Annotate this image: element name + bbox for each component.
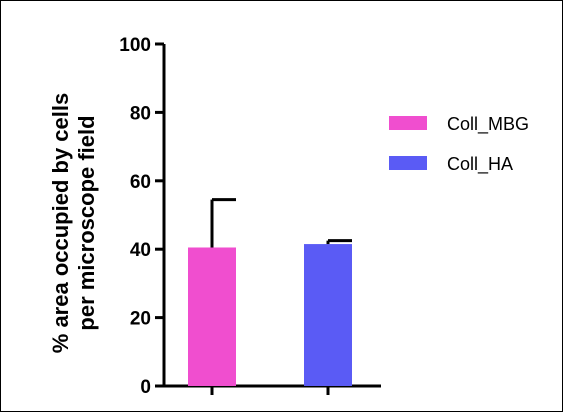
error-bars xyxy=(210,198,352,248)
y-tick-label: 0 xyxy=(140,377,151,398)
y-axis-label-group: % area occupied by cells per microscope … xyxy=(48,93,99,353)
legend-label: Coll_HA xyxy=(447,154,513,175)
y-axis-label-line-1: % area occupied by cells xyxy=(48,93,73,353)
y-tick-label: 80 xyxy=(130,103,151,124)
y-tick-label: 60 xyxy=(130,172,151,193)
legend-swatch xyxy=(389,156,427,170)
bar-coll-mbg xyxy=(188,247,236,386)
y-axis-label-line-2: per microscope field xyxy=(74,115,99,330)
y-tick-label: 20 xyxy=(130,309,151,330)
y-tick-label: 40 xyxy=(130,240,151,261)
legend-swatch xyxy=(389,116,427,130)
bar-coll-ha xyxy=(304,244,352,386)
bars xyxy=(188,244,352,386)
legend: Coll_MBG Coll_HA xyxy=(389,114,529,175)
y-tick-label: 100 xyxy=(119,35,151,56)
legend-label: Coll_MBG xyxy=(447,114,529,135)
y-ticks: 0 20 40 60 80 100 xyxy=(119,35,164,398)
